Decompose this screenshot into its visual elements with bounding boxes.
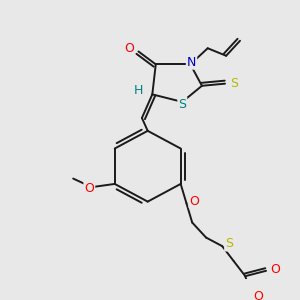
Text: N: N — [187, 56, 196, 69]
Text: O: O — [270, 263, 280, 276]
Text: O: O — [84, 182, 94, 195]
Text: H: H — [134, 84, 143, 97]
Text: O: O — [190, 195, 200, 208]
Text: O: O — [253, 290, 263, 300]
Text: S: S — [178, 98, 186, 110]
Text: S: S — [230, 77, 238, 90]
Text: O: O — [124, 42, 134, 55]
Text: S: S — [225, 238, 233, 250]
